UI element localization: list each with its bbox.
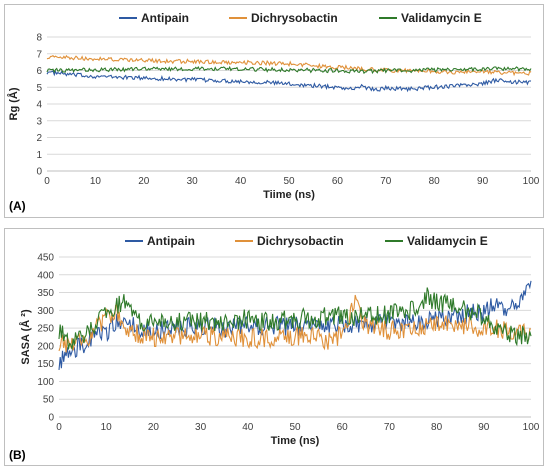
y-tick-label: 150: [37, 359, 54, 370]
legend-label: Dichrysobactin: [251, 11, 338, 25]
legend-label: Validamycin E: [401, 11, 482, 25]
series-line-validamycin-e: [58, 287, 532, 350]
x-tick-label: 30: [187, 176, 199, 187]
panel-b-frame: 0 50 100 150 200 250 300 350 400 450 0 10 20 30 40 50 60…: [4, 228, 544, 466]
series-line-dichrysobactin: [58, 294, 532, 353]
x-tick-label: 40: [242, 422, 254, 433]
y-tick-label: 350: [37, 288, 54, 299]
x-tick-label: 0: [56, 422, 62, 433]
series-line-antipain: [58, 280, 532, 370]
x-tick-label: 100: [523, 422, 540, 433]
y-tick-label: 8: [36, 33, 42, 44]
y-tick-label: 300: [37, 306, 54, 317]
y-axis-title: Rg (Å): [7, 87, 20, 120]
series-line-antipain: [46, 70, 532, 93]
y-tick-label: 4: [36, 100, 42, 111]
x-tick-label: 0: [44, 176, 50, 187]
y-tick-label: 100: [37, 377, 54, 388]
y-tick-label: 200: [37, 341, 54, 352]
x-axis-title: Time (ns): [271, 435, 320, 447]
legend-label: Antipain: [141, 11, 189, 25]
panel-a-frame: 0 1 2 3 4 5 6 7 8 0 10 20 30 40 50 60 70 80 90 100 Tiime (ns…: [4, 4, 544, 218]
y-tick-label: 3: [36, 116, 42, 127]
y-tick-label: 0: [48, 413, 54, 424]
y-tick-label: 7: [36, 49, 42, 60]
y-tick-label: 0: [36, 167, 42, 178]
legend-label: Validamycin E: [407, 234, 488, 248]
x-tick-label: 70: [380, 176, 392, 187]
series-line-dichrysobactin: [46, 54, 532, 77]
x-tick-label: 50: [289, 422, 301, 433]
x-tick-label: 10: [101, 422, 113, 433]
x-tick-label: 10: [90, 176, 102, 187]
legend-label: Dichrysobactin: [257, 234, 344, 248]
y-tick-label: 5: [36, 83, 42, 94]
x-tick-label: 70: [384, 422, 396, 433]
y-tick-label: 50: [43, 395, 55, 406]
y-tick-label: 400: [37, 270, 54, 281]
x-tick-label: 90: [477, 176, 489, 187]
series-line-validamycin-e: [46, 65, 532, 75]
x-tick-label: 40: [235, 176, 247, 187]
x-tick-label: 20: [148, 422, 160, 433]
x-tick-label: 80: [431, 422, 443, 433]
legend-label: Antipain: [147, 234, 195, 248]
x-axis-title: Tiime (ns): [263, 189, 315, 201]
x-tick-label: 90: [478, 422, 490, 433]
y-tick-label: 6: [36, 66, 42, 77]
x-tick-label: 30: [195, 422, 207, 433]
x-tick-label: 20: [138, 176, 150, 187]
y-axis-title: SASA (Å ²): [19, 309, 32, 365]
x-tick-label: 50: [283, 176, 295, 187]
x-tick-label: 60: [337, 422, 349, 433]
panel-label: (A): [9, 199, 26, 213]
y-tick-label: 1: [36, 150, 42, 161]
chart-panel-b: 0 50 100 150 200 250 300 350 400 450 0 10 20 30 40 50 60…: [9, 234, 540, 462]
x-tick-label: 80: [429, 176, 441, 187]
y-tick-label: 450: [37, 253, 54, 264]
panel-label: (B): [9, 448, 26, 462]
y-tick-label: 2: [36, 133, 42, 144]
y-tick-label: 250: [37, 324, 54, 335]
x-tick-label: 100: [523, 176, 540, 187]
x-tick-label: 60: [332, 176, 344, 187]
